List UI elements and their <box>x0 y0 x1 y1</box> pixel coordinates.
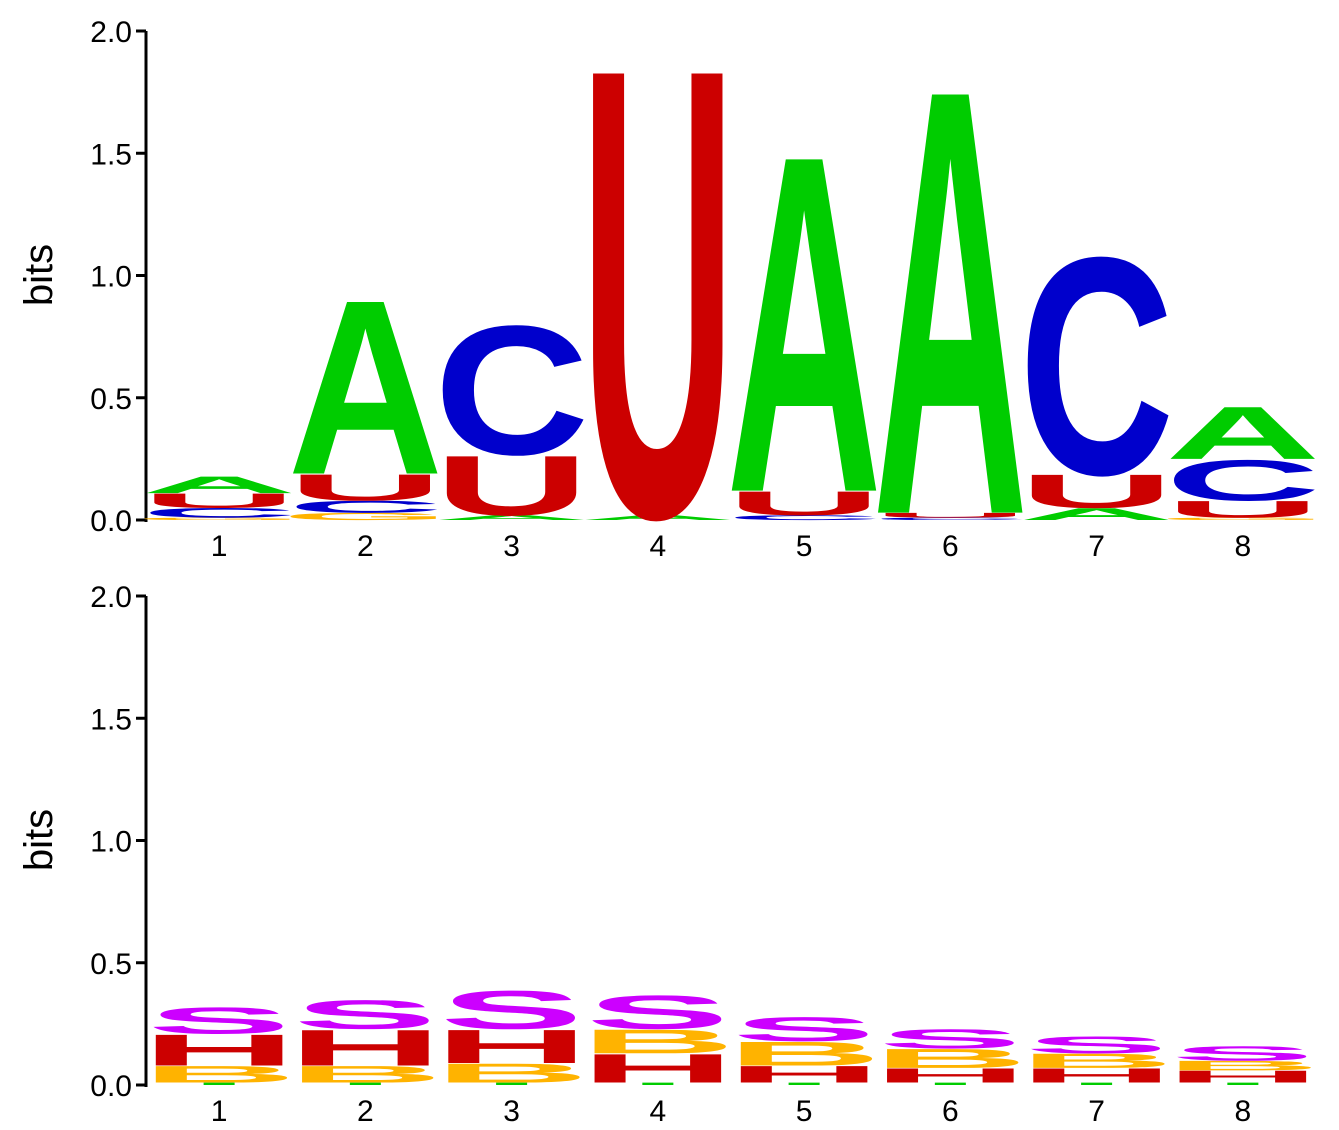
letter-glyph: S <box>586 986 730 1039</box>
y-tick-label: 0.0 <box>90 505 132 538</box>
logo-column-4: 4AU <box>580 0 735 652</box>
logo-letter-A: A <box>873 0 1028 642</box>
logo-column-3: 3 AUC <box>434 288 589 563</box>
x-tick-label: 5 <box>796 1095 813 1128</box>
x-tick-label: 7 <box>1088 1095 1105 1128</box>
logo-letter-A: A <box>1165 391 1320 475</box>
letter-glyph: S <box>732 1010 876 1048</box>
x-tick-label: 2 <box>357 1095 374 1128</box>
logo-letter-A: A <box>288 249 443 527</box>
y-tick-label: 1.5 <box>90 703 132 736</box>
y-tick-label: 1.5 <box>90 138 132 171</box>
logo-column-8: 8IHBS <box>1165 1042 1320 1128</box>
letter-glyph: S <box>294 992 438 1038</box>
x-tick-label: 3 <box>503 530 520 563</box>
logo-letter-S: S <box>586 986 730 1039</box>
logo-letter-S: S <box>1025 1032 1169 1059</box>
logo-letter-S: S <box>294 992 438 1038</box>
x-tick-label: 6 <box>942 1095 959 1128</box>
letter-glyph: S <box>147 1000 291 1042</box>
logo-letter-C: C <box>1019 192 1174 540</box>
x-tick-label: 8 <box>1235 1095 1252 1128</box>
y-tick-label: 0.0 <box>90 1070 132 1103</box>
logo-letter-A: A <box>726 56 881 594</box>
x-tick-label: 8 <box>1235 530 1252 563</box>
letter-glyph: S <box>879 1024 1023 1055</box>
logo-column-4: 4IHBS <box>580 986 735 1128</box>
y-tick-label: 2.0 <box>90 16 132 49</box>
logo-column-8: 8GUCA <box>1159 391 1326 563</box>
letter-glyph: A <box>726 56 881 594</box>
x-tick-label: 1 <box>211 1095 228 1128</box>
logo-letter-U: U <box>580 0 735 652</box>
letter-glyph: S <box>440 980 584 1041</box>
logo-letter-S: S <box>1171 1042 1315 1065</box>
nucleotide-logo-panel: bits 0.00.51.01.52.0 1GCUA2GCUA3AUC4AU 5C… <box>17 0 1327 652</box>
y-axis-label: bits <box>17 809 61 871</box>
x-tick-label: 2 <box>357 530 374 563</box>
letter-glyph: A <box>1165 391 1320 475</box>
letter-glyph: S <box>1171 1042 1315 1065</box>
logo-letter-A: A <box>141 472 296 499</box>
y-tick-label: 1.0 <box>90 826 132 859</box>
structure-logo-panel: bits 0.0 0.5 1.0 1.5 2.0 1IBHS2IBHS3IBHS4IHB… <box>17 581 1321 1128</box>
x-tick-label: 3 <box>503 1095 520 1128</box>
y-tick-label: 1.0 <box>90 261 132 294</box>
x-tick-label: 1 <box>211 530 228 563</box>
letter-glyph: A <box>141 472 296 499</box>
letter-glyph: A <box>288 249 443 527</box>
x-tick-label: 4 <box>650 1095 667 1128</box>
logo-letter-S: S <box>147 1000 291 1042</box>
logo-letter-S: S <box>440 980 584 1041</box>
y-axis-label: bits <box>17 244 61 306</box>
letter-glyph: U <box>580 0 735 652</box>
logo-letter-C: C <box>434 288 589 493</box>
letter-glyph: A <box>873 0 1028 642</box>
letter-glyph: S <box>1025 1032 1169 1059</box>
logo-column-6: 6 CUA <box>873 0 1028 642</box>
logo-column-5: 5 CUA <box>726 56 881 594</box>
y-tick-label: 0.5 <box>90 948 132 981</box>
logo-letter-S: S <box>879 1024 1023 1055</box>
logo-letter-S: S <box>732 1010 876 1048</box>
y-tick-label: 2.0 <box>90 581 132 614</box>
letter-glyph: C <box>1019 192 1174 540</box>
letter-glyph: C <box>434 288 589 493</box>
logo-column-7: 7AUC <box>1019 192 1174 563</box>
y-tick-label: 0.5 <box>90 383 132 416</box>
